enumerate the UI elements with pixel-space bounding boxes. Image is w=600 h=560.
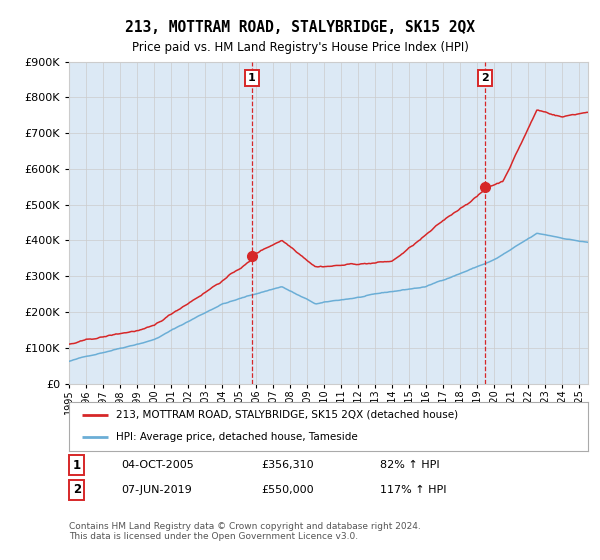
Text: 1: 1 <box>73 459 81 472</box>
Text: 213, MOTTRAM ROAD, STALYBRIDGE, SK15 2QX: 213, MOTTRAM ROAD, STALYBRIDGE, SK15 2QX <box>125 20 475 35</box>
Text: 07-JUN-2019: 07-JUN-2019 <box>121 485 191 495</box>
Text: Price paid vs. HM Land Registry's House Price Index (HPI): Price paid vs. HM Land Registry's House … <box>131 41 469 54</box>
Text: 2: 2 <box>73 483 81 496</box>
Text: 2: 2 <box>481 73 489 83</box>
Text: HPI: Average price, detached house, Tameside: HPI: Average price, detached house, Tame… <box>116 432 358 442</box>
Text: 82% ↑ HPI: 82% ↑ HPI <box>380 460 440 470</box>
Text: 213, MOTTRAM ROAD, STALYBRIDGE, SK15 2QX (detached house): 213, MOTTRAM ROAD, STALYBRIDGE, SK15 2QX… <box>116 410 458 420</box>
Text: 04-OCT-2005: 04-OCT-2005 <box>121 460 194 470</box>
Text: 1: 1 <box>248 73 256 83</box>
Text: Contains HM Land Registry data © Crown copyright and database right 2024.
This d: Contains HM Land Registry data © Crown c… <box>69 522 421 542</box>
Text: £550,000: £550,000 <box>261 485 314 495</box>
Text: £356,310: £356,310 <box>261 460 314 470</box>
Text: 117% ↑ HPI: 117% ↑ HPI <box>380 485 447 495</box>
